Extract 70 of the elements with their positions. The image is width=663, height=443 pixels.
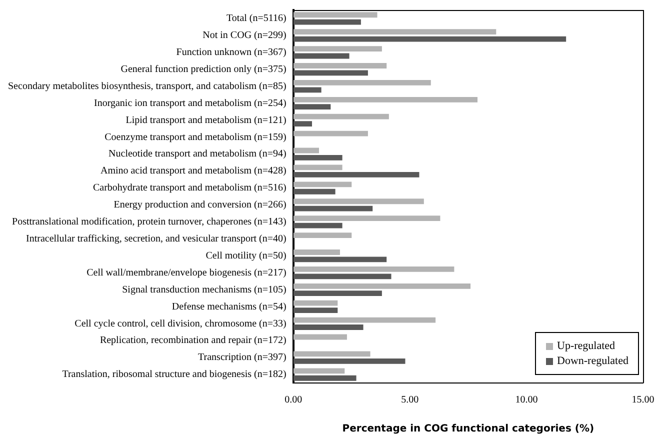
bar [293, 182, 352, 188]
y-tick-label: Transcription (n=397) [198, 352, 286, 364]
y-tick-label: General function prediction only (n=375) [120, 64, 286, 75]
bar [293, 375, 356, 381]
y-tick-label: Nucleotide transport and metabolism (n=94) [108, 148, 286, 160]
y-tick-label: Total (n=5116) [226, 13, 286, 24]
bar [293, 334, 347, 340]
bar [293, 46, 382, 52]
bar [293, 368, 345, 374]
bar [293, 290, 382, 296]
y-tick-label: Signal transduction mechanisms (n=105) [122, 284, 286, 296]
bar [293, 36, 566, 42]
bar [293, 324, 364, 330]
bar [293, 29, 496, 35]
bar [293, 216, 440, 222]
bar [293, 198, 424, 204]
y-tick-label: Amino acid transport and metabolism (n=428) [100, 166, 286, 177]
y-tick-label: Inorganic ion transport and metabolism (n=254) [94, 98, 286, 109]
y-tick-label: Carbohydrate transport and metabolism (n=516) [92, 182, 286, 194]
bar [293, 104, 331, 110]
y-tick-label: Translation, ribosomal structure and biogenesis (n=182) [62, 369, 286, 380]
y-tick-label: Not in COG (n=299) [202, 30, 286, 42]
bar [293, 130, 368, 136]
bar [293, 317, 436, 323]
bar [293, 266, 454, 272]
bar [293, 70, 368, 76]
y-tick-label: Secondary metabolites biosynthesis, transport, and catabolism (n=85) [8, 80, 286, 92]
bar [293, 351, 370, 357]
bar [293, 283, 471, 289]
bar [293, 121, 312, 127]
y-tick-label: Cell wall/membrane/envelope biogenesis (n=217) [86, 267, 286, 278]
x-tick-label: 0.00 [284, 394, 302, 406]
y-tick-label: Function unknown (n=367) [176, 47, 286, 58]
y-tick-label: Defense mechanisms (n=54) [172, 301, 286, 312]
bar [293, 12, 378, 18]
bar [293, 19, 361, 25]
bar [293, 53, 350, 59]
bar [293, 172, 420, 178]
bar [293, 250, 340, 255]
y-tick-label: Replication, recombination and repair (n=172) [100, 335, 286, 346]
bar [293, 155, 342, 160]
x-tick-label: 10.00 [515, 394, 538, 406]
y-tick-label: Energy production and conversion (n=266) [114, 200, 286, 211]
x-tick-label: 15.00 [632, 394, 654, 406]
bar [293, 114, 389, 120]
x-axis-title: Percentage in COG functional categories (%) [342, 424, 594, 435]
bar [293, 87, 322, 93]
x-tick-label: 5.00 [401, 394, 419, 406]
y-tick-label: Cell motility (n=50) [206, 250, 286, 262]
y-tick-label: Coenzyme transport and metabolism (n=159) [104, 132, 286, 143]
bar [293, 232, 352, 238]
bar [293, 256, 387, 262]
bar [293, 63, 387, 68]
bar [293, 96, 478, 102]
legend-label: Down-regulated [557, 355, 628, 367]
bar [293, 358, 406, 364]
y-tick-label: Cell cycle control, cell division, chromosome (n=33) [74, 318, 286, 330]
bar [293, 188, 336, 194]
y-tick-label: Intracellular trafficking, secretion, and vesicular transport (n=40) [26, 234, 286, 245]
y-tick-label: Lipid transport and metabolism (n=121) [126, 114, 286, 126]
bar [293, 308, 338, 314]
bar [293, 206, 373, 212]
bar [293, 164, 342, 170]
legend-label: Up-regulated [557, 340, 616, 352]
bar [293, 274, 392, 280]
y-tick-label: Posttranslational modification, protein turnover, chaperones (n=143) [12, 216, 286, 228]
bar [293, 300, 338, 306]
bar [293, 148, 319, 154]
bar [293, 80, 431, 86]
bar [293, 222, 342, 228]
